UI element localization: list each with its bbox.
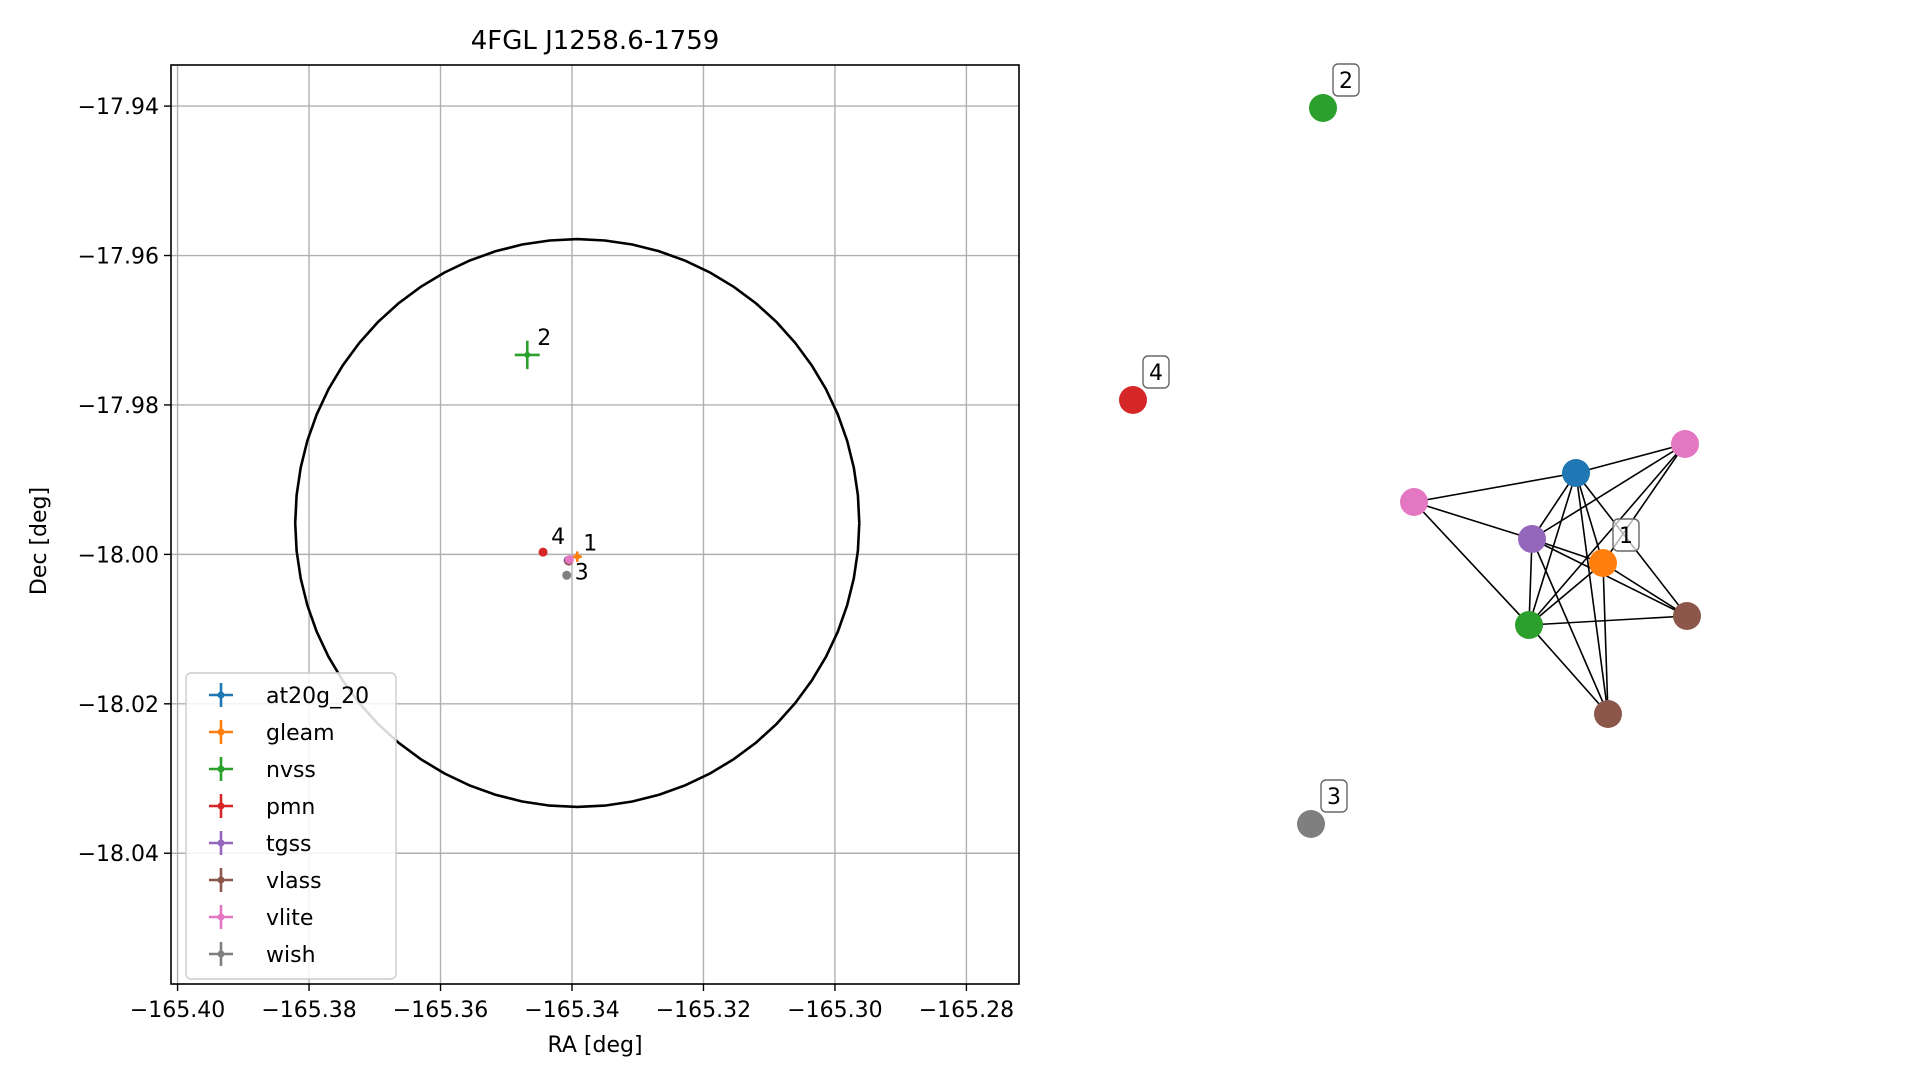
- plot-frame: [170, 64, 1020, 985]
- x-tick-label: −165.38: [261, 998, 356, 1023]
- node-label-box: [1612, 518, 1640, 552]
- network-node: [1119, 386, 1147, 414]
- legend-label-nvss: nvss: [266, 758, 316, 783]
- node-label-box: [1332, 63, 1360, 97]
- y-tick-label: −18.02: [78, 693, 159, 718]
- point-label: 1: [583, 532, 597, 557]
- legend-dot-at20g_20: [217, 691, 225, 699]
- point-label: 2: [537, 326, 551, 351]
- node-label-box: [1320, 779, 1348, 813]
- x-axis-label: RA [deg]: [547, 1033, 642, 1058]
- network-edge: [1575, 443, 1686, 474]
- localization-circle: [293, 237, 861, 809]
- data-points: 1 2 34: [514, 326, 597, 585]
- legend-dot-nvss: [217, 765, 225, 773]
- data-point-pmn: [538, 547, 548, 557]
- network-edge: [1528, 538, 1533, 626]
- network-node: [1673, 602, 1701, 630]
- legend-label-vlite: vlite: [266, 906, 313, 931]
- network-node: [1671, 430, 1699, 458]
- legend-dot-vlass: [217, 876, 225, 884]
- network-edge: [1531, 443, 1686, 540]
- network-edge: [1528, 615, 1688, 626]
- legend-dot-gleam: [217, 728, 225, 736]
- legend-label-pmn: pmn: [266, 795, 315, 820]
- x-tick-label: −165.32: [656, 998, 751, 1023]
- data-point-wish: [562, 570, 572, 580]
- error-ellipse: [293, 237, 861, 809]
- data-point-vlite: [564, 555, 574, 565]
- x-tick-label: −165.34: [524, 998, 619, 1023]
- network-nodes: 2 4 3 1: [1119, 63, 1701, 838]
- y-tick-label: −18.04: [78, 842, 159, 867]
- x-tick-label: −165.40: [130, 998, 225, 1023]
- left-scatter-plot: 1 2 34 −165.40 −165.38 −165.36 −165.34 −165.32…: [27, 26, 1020, 1058]
- node-label-box: [1142, 355, 1170, 389]
- network-edge: [1528, 443, 1686, 626]
- legend-label-at20g_20: at20g_20: [266, 684, 369, 709]
- network-node: [1309, 94, 1337, 122]
- y-tick-label: −18.00: [78, 543, 159, 568]
- network-edge: [1528, 624, 1609, 715]
- x-tick-label: −165.30: [787, 998, 882, 1023]
- node-label: 2: [1339, 69, 1353, 94]
- network-edge: [1602, 562, 1609, 715]
- network-edge: [1575, 472, 1604, 564]
- point-label: 4: [551, 525, 565, 550]
- y-tick-label: −17.94: [78, 95, 159, 120]
- legend-dot-vlite: [217, 913, 225, 921]
- y-tick-label: −17.98: [78, 394, 159, 419]
- network-edge: [1528, 562, 1604, 626]
- network-node: [1400, 488, 1428, 516]
- legend-label-tgss: tgss: [266, 832, 312, 857]
- x-tick-label: −165.28: [919, 998, 1014, 1023]
- network-edges: [1413, 443, 1688, 715]
- x-tick-label: −165.36: [393, 998, 488, 1023]
- network-edge: [1413, 501, 1533, 540]
- legend-dot-tgss: [217, 839, 225, 847]
- node-label: 4: [1149, 361, 1163, 386]
- network-node: [1562, 459, 1590, 487]
- network-node: [1297, 810, 1325, 838]
- network-node: [1594, 700, 1622, 728]
- axis-ticks: −165.40 −165.38 −165.36 −165.34 −165.32 −165.…: [78, 95, 1015, 1023]
- legend-label-vlass: vlass: [266, 869, 322, 894]
- data-point-nvss: [524, 351, 531, 358]
- legend-dot-pmn: [217, 802, 225, 810]
- network-edge: [1575, 472, 1609, 715]
- network-edge: [1602, 562, 1688, 617]
- y-tick-label: −17.96: [78, 245, 159, 270]
- network-node: [1589, 549, 1617, 577]
- y-axis-label: Dec [deg]: [27, 487, 52, 595]
- right-network-graph: 2 4 3 1: [1119, 63, 1701, 838]
- legend-label-wish: wish: [266, 943, 316, 968]
- legend-dot-wish: [217, 950, 225, 958]
- network-edge: [1531, 538, 1688, 617]
- network-node: [1515, 611, 1543, 639]
- network-edge: [1413, 472, 1577, 503]
- legend-box: [185, 672, 397, 980]
- network-edge: [1531, 538, 1609, 715]
- chart-title: 4FGL J1258.6-1759: [471, 26, 720, 56]
- data-point-gleam: [574, 553, 581, 560]
- network-edge: [1413, 501, 1530, 626]
- node-label: 3: [1327, 785, 1341, 810]
- point-label: 3: [575, 560, 589, 585]
- network-node: [1518, 525, 1546, 553]
- node-label: 1: [1619, 524, 1633, 549]
- legend-label-gleam: gleam: [266, 721, 335, 746]
